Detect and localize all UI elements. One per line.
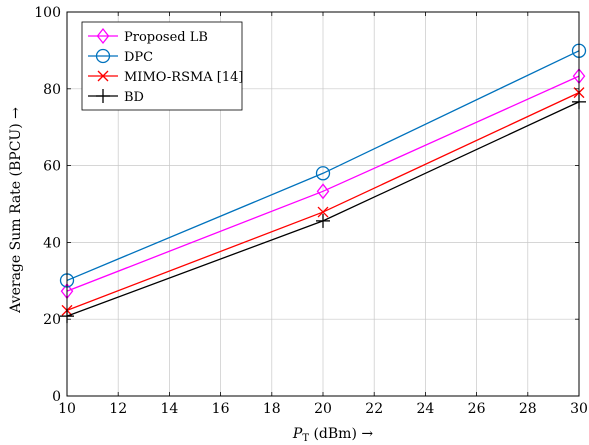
y-axis-label: Average Sum Rate (BPCU) → <box>8 107 24 314</box>
x-tick-label: 12 <box>109 401 127 417</box>
x-tick-label: 20 <box>314 401 332 417</box>
legend-marker-circle <box>95 48 111 64</box>
x-tick-label: 14 <box>160 401 178 417</box>
x-tick-label: 24 <box>416 401 434 417</box>
legend-marker-plus <box>96 89 110 103</box>
legend: Proposed LB DPC MIMO-RSMA [14] BD <box>81 21 244 111</box>
legend-label: Proposed LB <box>124 30 208 45</box>
series-3-point-x <box>317 206 329 218</box>
x-tick-label: 10 <box>58 401 76 417</box>
legend-marker-x <box>97 70 109 82</box>
series-line-2 <box>66 50 580 282</box>
legend-marker-diamond <box>96 27 110 45</box>
y-tick-label: 80 <box>43 82 61 98</box>
legend-label: DPC <box>124 50 153 65</box>
x-axis-label-main: P <box>292 426 303 442</box>
y-tick-label: 100 <box>34 5 61 21</box>
legend-item: BD <box>88 89 144 105</box>
legend-label: BD <box>124 90 144 105</box>
y-tick-label: 0 <box>52 389 61 405</box>
legend-item: MIMO-RSMA [14] <box>88 70 244 85</box>
y-tick-label: 60 <box>43 159 61 175</box>
x-tick-label: 30 <box>570 401 588 417</box>
legend-item: DPC <box>88 48 153 65</box>
x-axis-label-sub: T <box>302 433 309 444</box>
x-tick-label: 22 <box>365 401 383 417</box>
legend-label: MIMO-RSMA [14] <box>124 70 244 85</box>
ticks: 10 12 14 16 18 20 22 24 26 28 30 0 20 40 60 80 100 <box>34 5 588 417</box>
series-2-point-circle <box>315 166 331 181</box>
x-tick-label: 16 <box>212 401 230 417</box>
x-tick-label: 18 <box>263 401 281 417</box>
series-line-1 <box>66 75 580 292</box>
y-tick-label: 40 <box>43 235 61 251</box>
series-1-point-diamond <box>316 183 330 200</box>
x-axis-label-rest: (dBm) → <box>309 426 373 442</box>
x-axis-label: PT (dBm) → <box>292 426 373 444</box>
legend-item: Proposed LB <box>88 27 208 45</box>
x-tick-label: 26 <box>468 401 486 417</box>
series-4-point-plus <box>316 213 330 228</box>
y-tick-label: 20 <box>43 312 61 328</box>
x-tick-label: 28 <box>519 401 537 417</box>
